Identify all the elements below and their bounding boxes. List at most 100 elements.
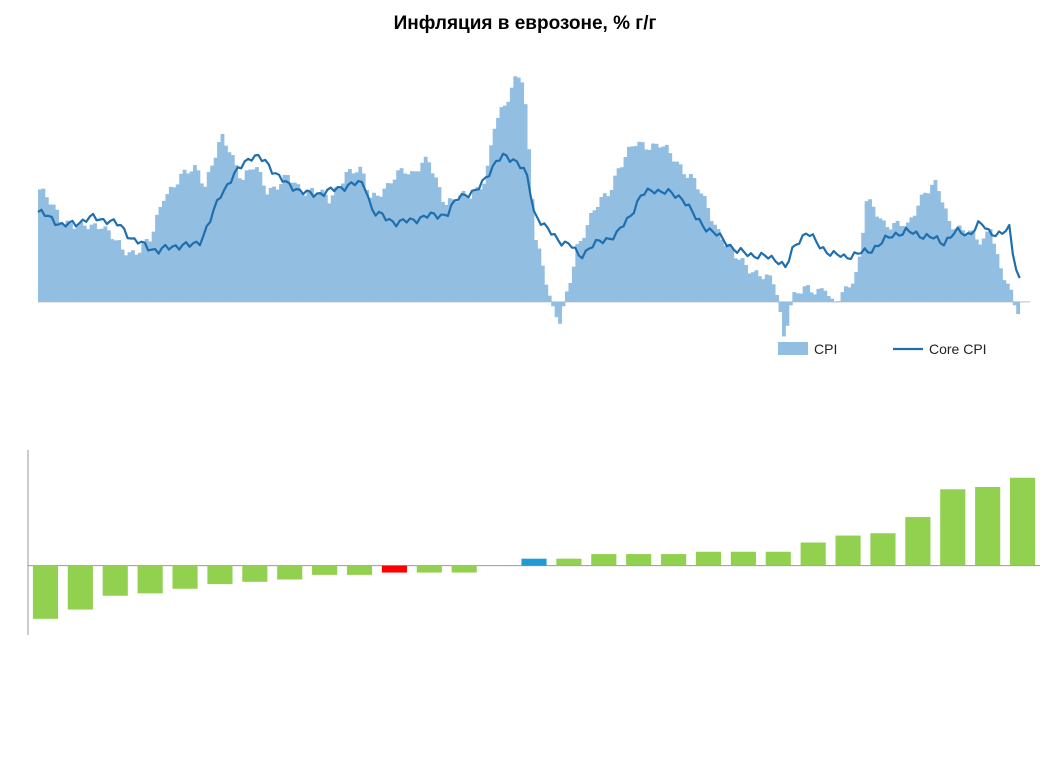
cpi-bar [830, 298, 835, 302]
cpi-bar [730, 248, 735, 302]
cpi-bar [468, 198, 473, 302]
core-cpi-line [37, 152, 1021, 279]
cpi-bar [954, 228, 959, 302]
legend: CPI Core CPI [778, 341, 987, 357]
country-bar [312, 565, 338, 575]
cpi-bar [38, 189, 42, 302]
cpi-bar [575, 244, 580, 302]
cpi-bar [961, 230, 965, 302]
cpi-bar [93, 223, 97, 302]
cpi-bar [268, 187, 273, 302]
cpi-bar [847, 287, 852, 302]
cpi-bar [592, 210, 597, 302]
cpi-bar [606, 196, 611, 302]
cpi-bar [72, 228, 77, 302]
cpi-bar [375, 195, 380, 302]
cpi-bar [1005, 283, 1010, 302]
cpi-bar [399, 168, 404, 302]
cpi-bar [534, 239, 538, 302]
cpi-bar [41, 188, 46, 302]
cpi-bar [75, 225, 80, 302]
country-bar [172, 565, 198, 589]
cpi-bar [668, 153, 673, 302]
cpi-bar [134, 254, 139, 302]
cpi-bar [1016, 301, 1021, 315]
cpi-bar [275, 189, 280, 302]
cpi-bar [950, 229, 955, 302]
cpi-bar [475, 187, 480, 302]
cpi-bar [79, 222, 84, 302]
cpi-bar [106, 230, 111, 302]
cpi-bar [168, 186, 173, 302]
cpi-bar [230, 155, 235, 302]
cpi-bar [1009, 289, 1014, 302]
cpi-bar [82, 225, 87, 302]
country-bar [800, 542, 826, 566]
country-bar [521, 558, 547, 566]
country-bar [381, 565, 407, 573]
cpi-bar [117, 240, 122, 302]
cpi-bar [923, 192, 928, 302]
cpi-bar [571, 266, 576, 302]
cpi-bar [706, 208, 711, 302]
cpi-bar [664, 144, 669, 302]
cpi-bar [478, 189, 483, 302]
cpi-bar [699, 193, 704, 302]
cpi-bar [430, 173, 435, 302]
cpi-bar [51, 204, 56, 302]
country-bar [556, 558, 582, 566]
cpi-bar [485, 165, 490, 302]
cpi-bar [878, 218, 883, 302]
cpi-bar [837, 301, 841, 302]
cpi-bar [496, 117, 500, 302]
cpi-bar [406, 174, 411, 302]
cpi-bar [627, 146, 631, 302]
cpi-bar [785, 301, 790, 326]
cpi-bar [248, 169, 252, 302]
cpi-bar [937, 191, 941, 302]
country-bar [137, 565, 163, 594]
cpi-bar [220, 133, 225, 302]
core-cpi-line-group [37, 152, 1021, 279]
cpi-bar [103, 226, 108, 302]
cpi-bar [589, 213, 593, 302]
cpi-bar [682, 174, 686, 302]
cpi-bar [633, 145, 638, 302]
cpi-bar [720, 239, 724, 302]
country-bar [870, 533, 896, 566]
cpi-bar [816, 288, 821, 302]
cpi-bar [792, 292, 797, 302]
country-bar [346, 565, 373, 575]
cpi-bar [385, 183, 390, 302]
cpi-bar [96, 229, 101, 302]
cpi-bar [465, 196, 469, 302]
cpi-bar [206, 172, 211, 302]
cpi-bar [599, 196, 604, 302]
cpi-bar [303, 195, 308, 302]
cpi-bar [499, 107, 504, 302]
cpi-bar [100, 228, 104, 302]
cpi-bar [651, 143, 655, 302]
cpi-bar [189, 171, 194, 302]
cpi-bar [516, 77, 521, 302]
cpi-chart: Инфляция в еврозоне, % г/г CPI Core CPI [37, 13, 1030, 357]
cpi-bar [523, 104, 528, 302]
cpi-bar [113, 240, 118, 302]
cpi-bar [751, 272, 755, 302]
cpi-bar [137, 252, 142, 302]
cpi-bar [957, 225, 962, 302]
cpi-bar [771, 284, 776, 302]
cpi-bar [251, 169, 256, 302]
country-bar [451, 565, 477, 573]
cpi-bar [875, 216, 879, 302]
country-bar [905, 517, 931, 566]
cpi-bar [988, 229, 993, 302]
cpi-bar [637, 141, 642, 302]
cpi-bar [985, 231, 990, 302]
cpi-bar [434, 177, 438, 302]
country-bar [835, 535, 861, 566]
cpi-bar [492, 128, 497, 302]
cpi-bar [437, 187, 442, 302]
cpi-bar [861, 232, 866, 302]
cpi-bar [895, 220, 900, 302]
